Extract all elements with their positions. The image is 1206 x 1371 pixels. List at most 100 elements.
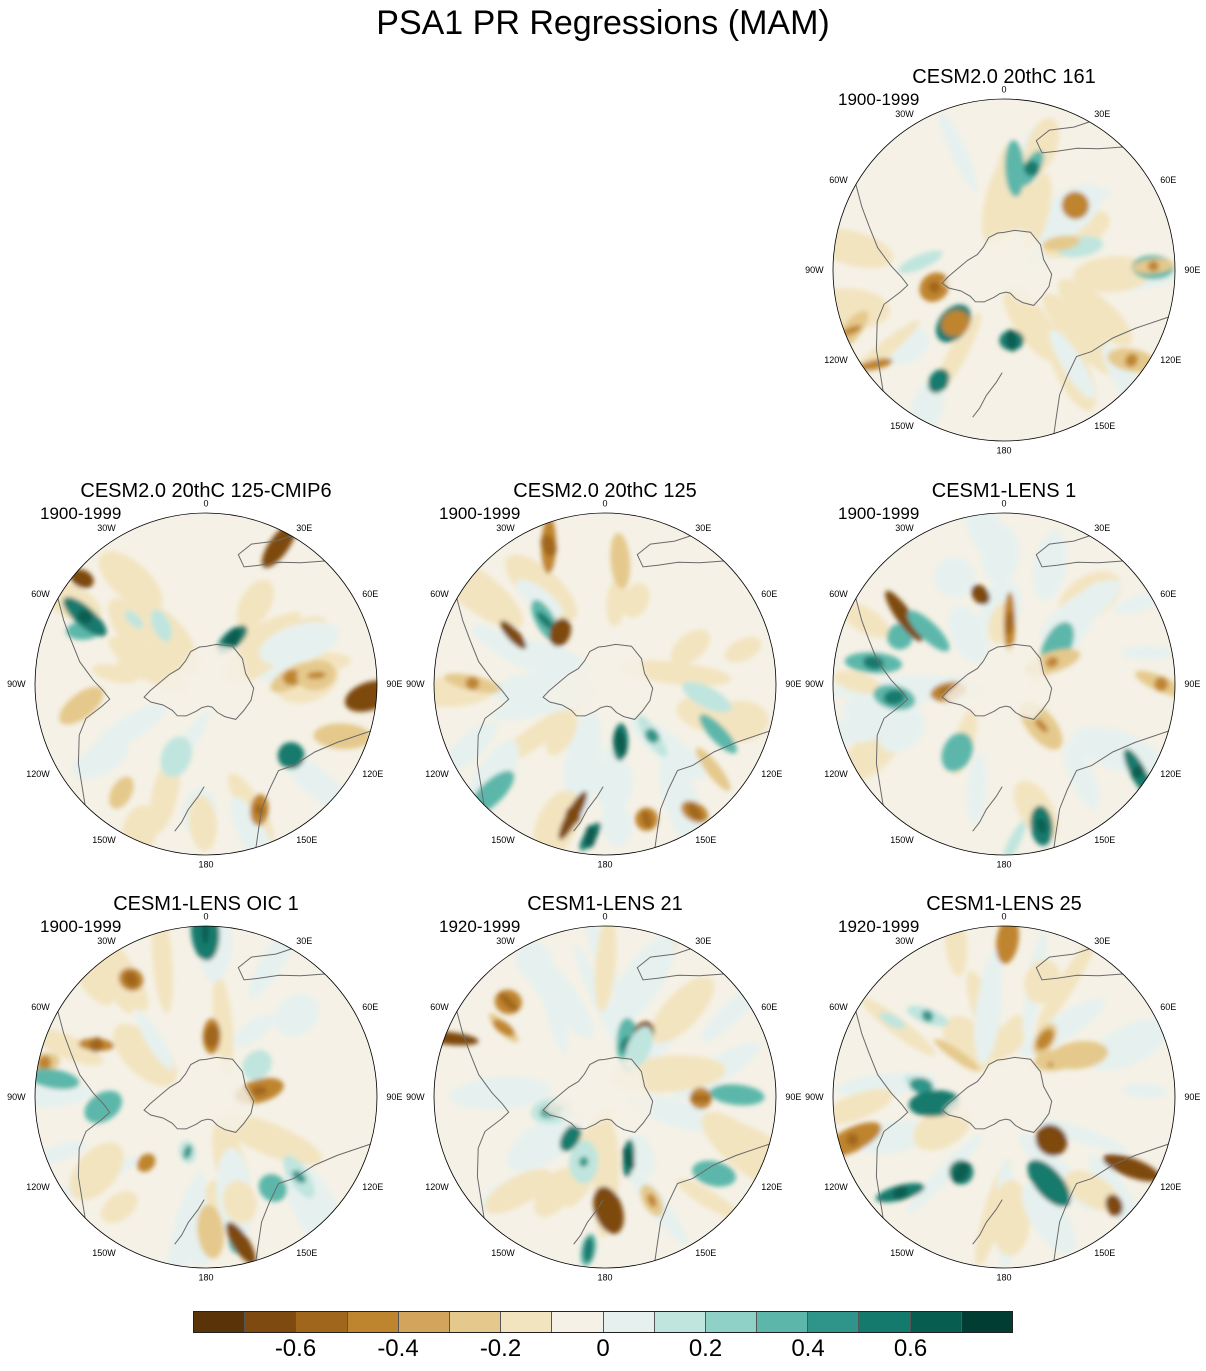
colorbar-swatch [449, 1312, 502, 1332]
longitude-label: 30E [1094, 523, 1110, 533]
longitude-label: 90W [805, 679, 824, 689]
longitude-label: 0 [1001, 499, 1006, 509]
coastlines [855, 948, 1169, 1261]
polar-map: 0 30E 60E 90E 120E 150E 180 150W 120W 90W 60W 30W [406, 499, 801, 870]
colorbar-swatch [603, 1312, 655, 1332]
longitude-label: 60E [362, 1002, 378, 1012]
longitude-label: 90E [1184, 265, 1200, 275]
colorbar-boxes [193, 1311, 1013, 1333]
colorbar-swatch [910, 1312, 962, 1332]
longitude-label: 0 [203, 499, 208, 509]
polar-map: 0 30E 60E 90E 120E 150E 180 150W 120W 90W 60W 30W [7, 499, 402, 870]
longitude-label: 60W [31, 1002, 50, 1012]
panel-years: 1900-1999 [40, 504, 122, 523]
longitude-label: 150E [296, 1248, 317, 1258]
polar-map: 0 30E 60E 90E 120E 150E 180 150W 120W 90W 60W 30W [805, 85, 1200, 456]
longitude-label: 90E [1184, 679, 1200, 689]
longitude-label: 150W [890, 421, 914, 431]
colorbar-swatch [552, 1312, 604, 1332]
longitude-label: 60E [1160, 589, 1176, 599]
coastlines [456, 535, 770, 848]
panel-years: 1900-1999 [439, 504, 521, 523]
panel-title: CESM1-LENS 25 [926, 893, 1082, 915]
longitude-label: 60W [829, 1002, 848, 1012]
map-panel-cesm1-lens-21: 0 30E 60E 90E 120E 150E 180 150W 120W 90W 60W 30W C… [405, 892, 805, 1292]
colorbar-swatch [654, 1312, 706, 1332]
panel-title: CESM1-LENS 1 [931, 480, 1077, 502]
shaded-field [35, 513, 377, 855]
longitude-label: 120E [1160, 355, 1181, 365]
panel-title: CESM1-LENS 21 [527, 893, 683, 915]
longitude-label: 120E [761, 769, 782, 779]
longitude-label: 60W [430, 589, 449, 599]
longitude-label: 180 [597, 1272, 612, 1282]
coastlines [855, 121, 1169, 434]
map-panel-cesm1-lens-25: 0 30E 60E 90E 120E 150E 180 150W 120W 90W 60W 30W C… [804, 892, 1204, 1292]
map-panel-cesm2-20thc-125-cmip6: 0 30E 60E 90E 120E 150E 180 150W 120W 90W 60W 30W C… [6, 479, 406, 879]
panel-title: CESM2.0 20thC 161 [912, 66, 1096, 88]
longitude-label: 120E [362, 1182, 383, 1192]
panel-years: 1900-1999 [838, 90, 920, 109]
longitude-label: 150W [491, 835, 515, 845]
longitude-label: 150W [92, 1248, 116, 1258]
longitude-label: 0 [1001, 912, 1006, 922]
longitude-label: 180 [996, 859, 1011, 869]
longitude-label: 60W [829, 589, 848, 599]
longitude-label: 120W [26, 1182, 50, 1192]
longitude-label: 30W [895, 523, 914, 533]
longitude-label: 180 [996, 1272, 1011, 1282]
panel-years: 1920-1999 [439, 917, 521, 936]
longitude-label: 60E [761, 1002, 777, 1012]
longitude-label: 120W [425, 1182, 449, 1192]
colorbar-tick-label: 0.6 [893, 1335, 928, 1362]
panel-years: 1900-1999 [40, 917, 122, 936]
shaded-field [35, 926, 377, 1268]
longitude-label: 90E [386, 679, 402, 689]
longitude-label: 60W [31, 589, 50, 599]
longitude-label: 150E [1094, 1248, 1115, 1258]
longitude-label: 90W [406, 679, 425, 689]
map-panel-cesm1-lens-oic-1: 0 30E 60E 90E 120E 150E 180 150W 120W 90W 60W 30W C… [6, 892, 406, 1292]
longitude-label: 60W [430, 1002, 449, 1012]
polar-map: 0 30E 60E 90E 120E 150E 180 150W 120W 90W 60W 30W [805, 499, 1200, 870]
polar-map: 0 30E 60E 90E 120E 150E 180 150W 120W 90W 60W 30W [805, 912, 1200, 1283]
longitude-label: 90W [7, 679, 26, 689]
longitude-label: 150E [296, 835, 317, 845]
colorbar-swatch [808, 1312, 860, 1332]
colorbar-swatch [859, 1312, 911, 1332]
longitude-label: 30E [695, 523, 711, 533]
map-panel-cesm2-20thc-161: 0 30E 60E 90E 120E 150E 180 150W 120W 90W 60W 30W C… [804, 65, 1204, 465]
longitude-label: 30E [1094, 109, 1110, 119]
map-boundary [832, 512, 1176, 856]
longitude-label: 120W [425, 769, 449, 779]
colorbar-tick-label: -0.4 [377, 1335, 419, 1362]
coastlines [57, 948, 371, 1261]
panel-years: 1920-1999 [838, 917, 920, 936]
longitude-label: 90W [7, 1092, 26, 1102]
longitude-label: 150E [1094, 835, 1115, 845]
colorbar-swatch [245, 1312, 297, 1332]
longitude-label: 30W [496, 523, 515, 533]
panel-title: CESM2.0 20thC 125 [513, 480, 697, 502]
longitude-label: 30W [895, 936, 914, 946]
colorbar-swatch [961, 1312, 1012, 1332]
longitude-label: 0 [203, 912, 208, 922]
longitude-label: 60W [829, 175, 848, 185]
longitude-label: 0 [1001, 85, 1006, 95]
longitude-label: 60E [362, 589, 378, 599]
colorbar-tick-label: 0.2 [688, 1335, 723, 1362]
longitude-label: 120E [1160, 1182, 1181, 1192]
longitude-label: 60E [1160, 175, 1176, 185]
panel-years: 1900-1999 [838, 504, 920, 523]
longitude-label: 150W [92, 835, 116, 845]
colorbar-tick-label: -0.2 [479, 1335, 522, 1362]
longitude-label: 180 [198, 859, 213, 869]
coastlines [456, 948, 770, 1261]
longitude-label: 90W [805, 1092, 824, 1102]
shaded-field [434, 926, 776, 1268]
colorbar-swatch [501, 1312, 553, 1332]
longitude-label: 0 [602, 912, 607, 922]
polar-map: 0 30E 60E 90E 120E 150E 180 150W 120W 90W 60W 30W [7, 912, 402, 1283]
longitude-label: 90W [805, 265, 824, 275]
panel-title: CESM1-LENS OIC 1 [113, 893, 299, 915]
